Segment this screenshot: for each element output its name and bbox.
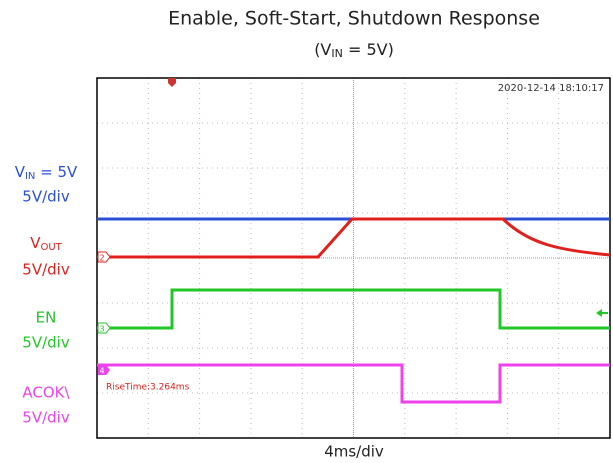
channel-scale: 5V/div <box>22 188 70 206</box>
trigger-marker <box>168 78 176 87</box>
timebase: 4ms/div <box>324 443 384 461</box>
scope-grid <box>97 78 610 438</box>
label-part: V <box>15 163 26 181</box>
subtitle-part: = 5V) <box>343 40 394 59</box>
ch3-marker <box>97 322 111 334</box>
subtitle-sub: IN <box>331 47 342 60</box>
vout-trace <box>97 217 611 259</box>
en-trace <box>97 288 610 330</box>
measurement: RiseTime:3.264ms <box>106 383 190 393</box>
title: Enable, Soft-Start, Shutdown Response <box>168 8 540 30</box>
acok-trace <box>97 363 610 404</box>
channel-label: EN <box>36 309 57 327</box>
channel-label: VOUT <box>30 234 62 254</box>
ch4-marker <box>98 365 110 375</box>
subtitle: (VIN = 5V) <box>314 40 394 61</box>
subtitle-part: (V <box>314 40 331 59</box>
ch4-marker-label: 4 <box>99 367 104 376</box>
label-sub: IN <box>25 171 35 182</box>
label-part: V <box>30 234 41 252</box>
channel-labels: VIN = 5V 5V/div VOUT 5V/div EN 5V/div AC… <box>15 163 78 427</box>
timestamp: 2020-12-14 18:10:17 <box>498 83 604 94</box>
ch3-marker-label: 3 <box>99 325 104 334</box>
channel-label: VIN = 5V <box>15 163 78 183</box>
ch2-marker <box>97 251 111 263</box>
channel-label: ACOK\ <box>22 384 70 402</box>
channel-scale: 5V/div <box>22 334 70 352</box>
label-part: = 5V <box>35 163 78 181</box>
trigger-level-arrow <box>596 309 608 317</box>
channel-scale: 5V/div <box>22 409 70 427</box>
ch2-marker-label: 2 <box>99 254 104 263</box>
label-sub: OUT <box>40 242 62 253</box>
channel-scale: 5V/div <box>22 261 70 279</box>
